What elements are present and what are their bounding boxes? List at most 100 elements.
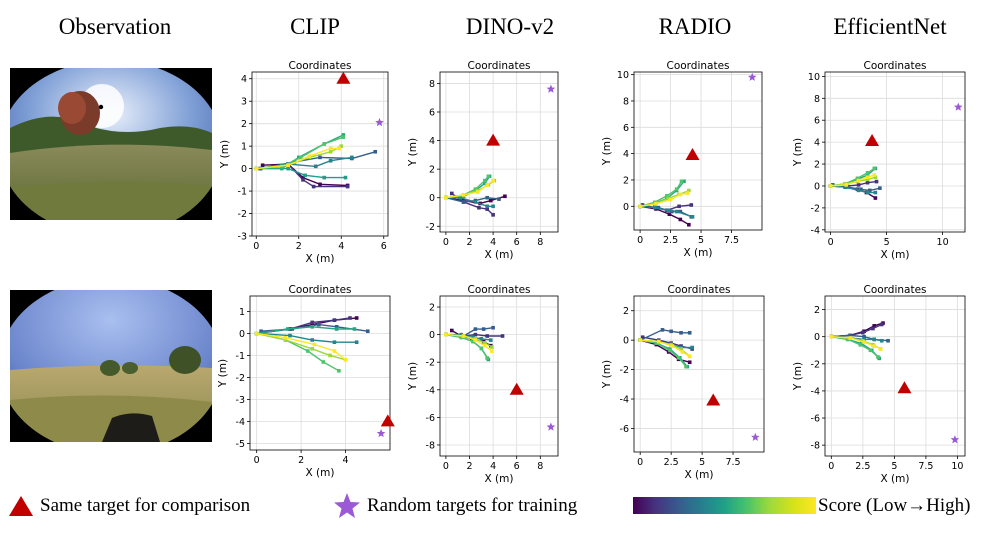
trajectory-point [473,327,478,331]
trajectory-point [679,330,683,335]
y-tick-label: 0 [623,202,629,213]
y-tick-label: 0 [814,332,820,343]
y-tick-label: -8 [811,441,820,452]
y-tick-label: -5 [236,439,245,450]
trajectory-point [337,146,341,151]
y-tick-label: 2 [814,160,820,171]
trajectory-point [475,190,480,194]
y-axis-label: Y (m) [792,362,804,391]
trajectory-point [690,215,695,219]
trajectory-point [477,205,481,210]
trajectory-point [458,195,462,200]
y-tick-label: -6 [620,424,629,435]
trajectory-point [828,184,833,188]
trajectory-point [483,178,487,183]
trajectory-point [862,340,866,344]
trajectory-point [861,330,865,335]
chart-title: Coordinates [288,284,351,296]
trajectory-point [666,196,670,201]
trajectory-point [674,187,679,191]
trajectory-point [450,191,454,196]
trajectory-point [872,324,876,328]
trajectory-point [260,163,265,168]
trajectory-point [450,328,454,333]
trajectory-point [318,155,322,160]
x-axis-label: X (m) [306,253,335,265]
trajectory-point [687,354,692,359]
y-tick-label: -4 [811,225,820,236]
y-tick-label: 10 [808,72,820,83]
trajectory-point [845,337,850,342]
y-tick-label: 8 [814,94,820,105]
x-tick-label: 4 [490,461,496,472]
random-target-marker [546,422,556,431]
chart-radio-row-1: 0 2.5 5 7.5 0 2 4 6 8 10 Coordinates X (m) Y (m) [601,60,763,259]
y-tick-label: 1 [241,142,247,153]
trajectory-point [490,345,494,349]
y-axis-label: Y (m) [601,137,613,166]
trajectory-point [254,166,259,171]
legend-random-targets-label: Random targets for training [367,495,578,516]
y-tick-label: 0 [429,330,435,341]
y-tick-label: 8 [623,96,629,107]
chart-title: Coordinates [667,284,730,296]
trajectory-point [876,355,880,359]
trajectory-point [491,178,495,183]
trajectory-point [677,204,681,209]
trajectory-point [471,339,475,344]
trajectory-point [288,333,292,338]
trajectory-point [490,349,494,353]
x-tick-label: 5 [699,457,705,468]
x-tick-label: 6 [514,237,520,248]
trajectory-point [831,183,835,187]
y-tick-label: 6 [814,116,820,127]
random-target-marker [748,72,757,81]
column-header-observation: Observation [58,14,172,39]
trajectory-point [654,201,658,206]
x-tick-label: 7.5 [725,457,740,468]
y-tick-label: 6 [623,123,629,134]
trajectory-point [687,188,691,193]
x-tick-label: 5 [698,235,704,246]
column-header-dino-v2: DINO-v2 [465,14,555,39]
trajectory-point [668,197,673,202]
y-tick-label: 0 [814,181,820,192]
trajectory-point [310,347,315,351]
trajectory-point [687,222,691,227]
trajectory-point [334,325,339,329]
trajectory-point [318,182,322,187]
y-tick-label: -4 [426,385,435,396]
x-tick-label: 4 [490,237,496,248]
trajectory-point [855,176,860,181]
x-tick-label: 0 [828,237,834,248]
x-tick-label: 4 [338,241,344,252]
trajectory-point [491,213,495,217]
trajectory-point [286,163,290,168]
y-axis-label: Y (m) [407,362,419,391]
column-header-efficientnet: EfficientNet [833,14,947,39]
trajectory-point [354,316,359,320]
legend-random-targets: Random targets for training [333,488,577,524]
x-tick-label: 0 [828,461,834,472]
y-tick-label: -3 [236,395,245,406]
trajectory-point [299,155,303,160]
triangle-marker-icon [9,496,33,516]
trajectory-point [886,338,890,343]
y-tick-label: -3 [238,232,247,243]
trajectory-point [283,338,288,342]
trajectory-point [878,347,883,351]
trajectory-point [665,193,669,198]
trajectory-point [483,343,487,348]
same-target-marker [865,134,880,147]
trajectory-point [312,342,317,347]
y-tick-label: 0 [239,329,245,340]
trajectory-point [856,188,861,193]
plot-area [440,296,558,456]
plot-area [825,296,965,456]
y-tick-label: -2 [426,222,435,233]
plot-area [440,72,558,232]
legend-same-target: Same target for comparison [8,488,250,524]
trajectory-point [334,327,339,331]
trajectory-point [668,348,672,353]
